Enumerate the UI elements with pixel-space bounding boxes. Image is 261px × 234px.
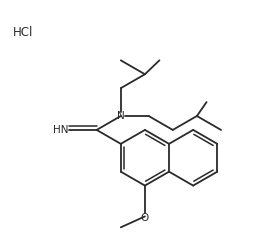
Text: O: O (141, 213, 149, 223)
Text: N: N (117, 111, 125, 121)
Text: HCl: HCl (12, 26, 33, 39)
Text: HN: HN (53, 125, 69, 135)
